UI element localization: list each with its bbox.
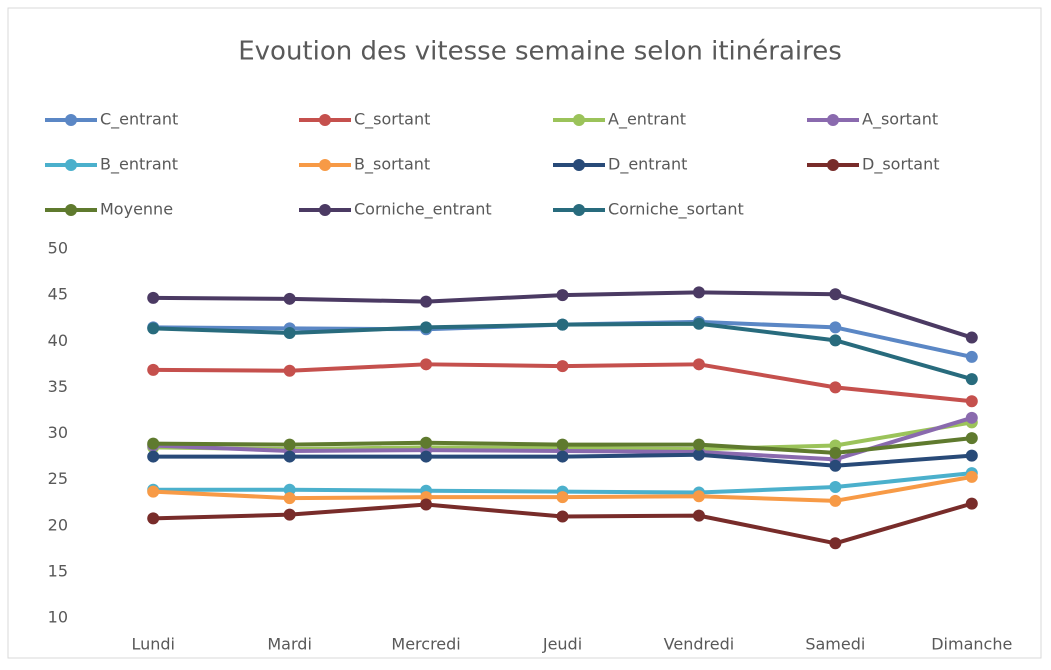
- data-point: [556, 289, 569, 302]
- x-tick-label: Vendredi: [664, 635, 735, 654]
- data-point: [283, 492, 296, 505]
- data-point: [692, 286, 705, 299]
- legend-marker: [573, 114, 585, 126]
- legend-label: B_sortant: [354, 155, 430, 175]
- data-point: [692, 448, 705, 461]
- data-point: [965, 449, 978, 462]
- data-point: [829, 381, 842, 394]
- legend-marker: [319, 204, 331, 216]
- y-tick-label: 50: [48, 239, 68, 258]
- data-point: [147, 363, 160, 376]
- y-tick-label: 15: [48, 561, 68, 580]
- data-point: [420, 358, 433, 371]
- data-point: [420, 498, 433, 511]
- data-point: [420, 295, 433, 308]
- data-point: [829, 481, 842, 494]
- data-point: [829, 321, 842, 334]
- data-point: [147, 450, 160, 463]
- data-point: [556, 450, 569, 463]
- legend-label: D_entrant: [608, 155, 687, 175]
- legend-marker: [319, 114, 331, 126]
- legend-label: Corniche_sortant: [608, 200, 744, 220]
- data-point: [692, 317, 705, 330]
- data-point: [147, 291, 160, 304]
- data-point: [829, 537, 842, 550]
- legend-marker: [573, 159, 585, 171]
- data-point: [420, 321, 433, 334]
- data-point: [556, 360, 569, 373]
- legend-marker: [573, 204, 585, 216]
- legend-marker: [65, 114, 77, 126]
- chart-border: [7, 7, 1042, 659]
- data-point: [147, 485, 160, 498]
- data-point: [283, 508, 296, 521]
- data-point: [692, 509, 705, 522]
- y-tick-label: 20: [48, 515, 68, 534]
- legend-marker: [827, 114, 839, 126]
- x-tick-label: Mardi: [267, 635, 312, 654]
- y-tick-label: 10: [48, 608, 68, 627]
- data-point: [283, 326, 296, 339]
- data-point: [420, 450, 433, 463]
- chart-title: Evoution des vitesse semaine selon itiné…: [238, 37, 842, 67]
- y-tick-label: 35: [48, 377, 68, 396]
- data-point: [692, 358, 705, 371]
- legend-label: Corniche_entrant: [354, 200, 492, 220]
- legend-label: C_sortant: [354, 110, 430, 130]
- data-point: [829, 446, 842, 459]
- data-point: [283, 483, 296, 496]
- data-point: [692, 438, 705, 451]
- legend-label: Moyenne: [100, 200, 173, 219]
- data-point: [147, 437, 160, 450]
- y-tick-label: 30: [48, 423, 68, 442]
- data-point: [692, 490, 705, 503]
- data-point: [556, 438, 569, 451]
- x-tick-label: Mercredi: [391, 635, 460, 654]
- data-point: [283, 450, 296, 463]
- legend-label: A_sortant: [862, 110, 938, 130]
- data-point: [965, 470, 978, 483]
- data-point: [965, 432, 978, 445]
- data-point: [147, 512, 160, 525]
- data-point: [556, 318, 569, 331]
- data-point: [829, 459, 842, 472]
- y-tick-label: 40: [48, 331, 68, 350]
- legend-marker: [65, 159, 77, 171]
- legend-label: B_entrant: [100, 155, 178, 175]
- legend-label: C_entrant: [100, 110, 178, 130]
- data-point: [556, 510, 569, 523]
- data-point: [965, 331, 978, 344]
- x-tick-label: Lundi: [131, 635, 175, 654]
- data-point: [147, 322, 160, 335]
- y-tick-label: 45: [48, 285, 68, 304]
- data-point: [829, 334, 842, 347]
- legend-marker: [65, 204, 77, 216]
- legend-label: D_sortant: [862, 155, 940, 175]
- legend-label: A_entrant: [608, 110, 686, 130]
- data-point: [829, 288, 842, 301]
- x-tick-label: Dimanche: [931, 635, 1012, 654]
- data-point: [829, 494, 842, 507]
- data-point: [556, 491, 569, 504]
- data-point: [283, 292, 296, 305]
- legend-marker: [827, 159, 839, 171]
- legend-marker: [319, 159, 331, 171]
- data-point: [965, 411, 978, 424]
- data-point: [965, 350, 978, 363]
- data-point: [283, 438, 296, 451]
- y-tick-label: 25: [48, 469, 68, 488]
- data-point: [420, 436, 433, 449]
- data-point: [965, 373, 978, 386]
- data-point: [283, 364, 296, 377]
- data-point: [965, 497, 978, 510]
- x-tick-label: Jeudi: [542, 635, 582, 654]
- data-point: [965, 395, 978, 408]
- x-tick-label: Samedi: [805, 635, 865, 654]
